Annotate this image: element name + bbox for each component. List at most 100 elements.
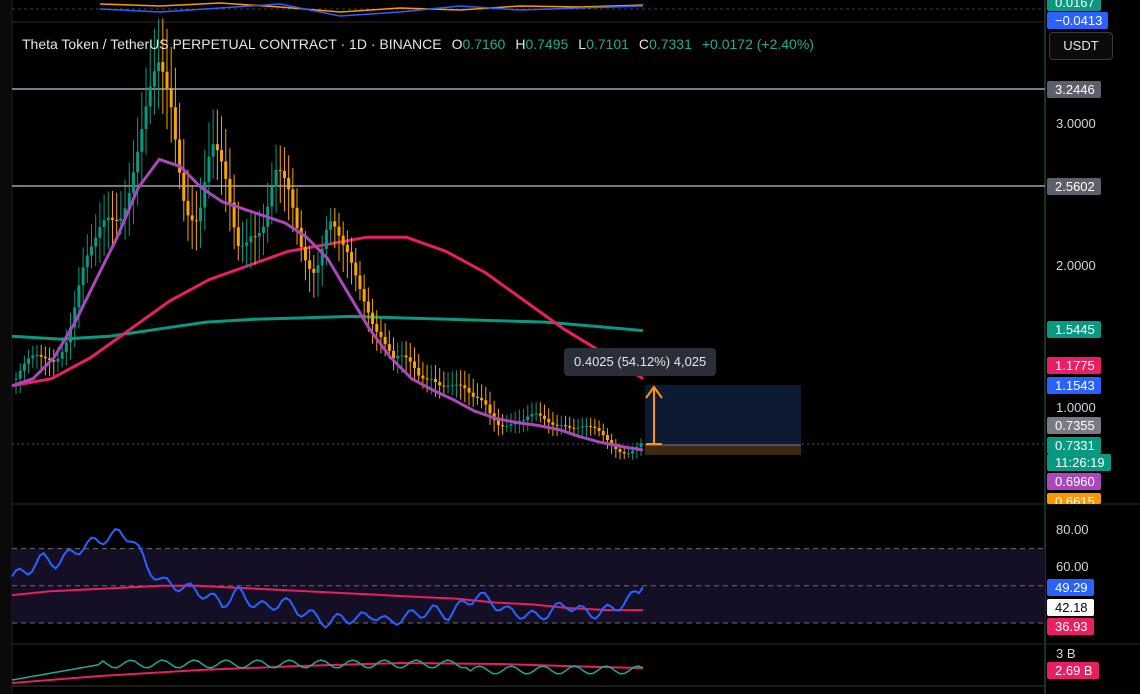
candle-body <box>530 414 534 417</box>
candle-body <box>22 363 26 371</box>
candle-body <box>446 386 450 388</box>
candle-body <box>182 172 186 201</box>
volume-tag: 2.69 B <box>1047 662 1099 679</box>
rsi-tick-60: 60.00 <box>1056 559 1089 574</box>
candle-body <box>601 430 605 436</box>
candle-body <box>98 226 102 238</box>
candle-body <box>501 425 505 427</box>
candle-body <box>522 420 526 422</box>
candle-body <box>610 440 614 445</box>
candle-body <box>115 219 119 221</box>
candle-body <box>203 181 207 208</box>
candle-body <box>568 426 572 428</box>
candle-body <box>559 425 563 427</box>
price-tag-resistance-high: 3.2446 <box>1047 81 1101 98</box>
candle-body <box>526 416 530 421</box>
candle-body <box>333 221 337 227</box>
candle-body <box>278 170 282 172</box>
candle-body <box>69 327 73 343</box>
candle-body <box>14 378 18 380</box>
candle-body <box>245 242 249 246</box>
candle-body <box>81 267 85 286</box>
measure-range-box <box>645 385 801 445</box>
volume-ma-line <box>11 661 644 684</box>
candle-body <box>274 170 278 187</box>
price-tag-last: 0.7331 <box>1047 437 1101 454</box>
open-value: 0.7160 <box>462 36 506 52</box>
candle-body <box>148 86 152 107</box>
rsi-tag-crosshair: 42.18 <box>1047 599 1094 616</box>
candle-body <box>186 200 190 216</box>
candle-body <box>131 172 135 193</box>
candle-body <box>433 378 437 383</box>
candle-body <box>425 378 429 380</box>
candle-body <box>475 396 479 398</box>
price-tag-measure-base: 0.7355 <box>1047 417 1101 434</box>
candle-body <box>106 217 110 221</box>
moving-average-teal <box>11 314 644 341</box>
candle-body <box>438 382 442 386</box>
candle-body <box>123 208 127 219</box>
candle-body <box>618 449 622 453</box>
candle-body <box>73 307 77 328</box>
candle-body <box>110 217 114 220</box>
candle-body <box>299 227 303 247</box>
candle-body <box>412 361 416 368</box>
candle-body <box>563 425 567 427</box>
close-value: 0.7331 <box>649 36 692 52</box>
candle-body <box>295 207 299 228</box>
candle-body <box>144 106 148 129</box>
candle-body <box>408 357 412 362</box>
candle-body <box>161 62 165 72</box>
candle-body <box>597 428 601 431</box>
price-change: +0.0172 (+2.40%) <box>701 36 814 52</box>
candle-body <box>190 215 194 221</box>
low-value: 0.7101 <box>586 36 629 52</box>
candle-body <box>39 354 43 357</box>
candle-body <box>459 384 463 386</box>
candle-body <box>417 367 421 376</box>
top-pane-macd-line <box>99 3 644 17</box>
candle-body <box>178 139 182 173</box>
candle-body <box>366 301 370 313</box>
candle-body <box>354 262 358 276</box>
candle-body <box>270 186 274 207</box>
moving-average-purple <box>11 157 644 452</box>
measure-tooltip: 0.4025 (54.12%) 4,025 <box>564 348 717 376</box>
candle-body <box>77 285 81 308</box>
candle-body <box>488 404 492 414</box>
candle-body <box>555 424 559 426</box>
price-tag-ma-teal: 1.5445 <box>1047 321 1101 338</box>
candle-body <box>94 237 98 247</box>
candle-body <box>90 246 94 256</box>
candle-body <box>303 246 307 261</box>
candle-body <box>261 226 265 233</box>
candle-body <box>165 71 169 89</box>
candle-body <box>392 350 396 359</box>
candle-body <box>471 392 475 397</box>
currency-button[interactable]: USDT <box>1049 32 1113 60</box>
candle-body <box>194 220 198 222</box>
candle-body <box>421 375 425 379</box>
candle-body <box>43 356 47 359</box>
candle-body <box>48 358 52 361</box>
candle-body <box>589 426 593 428</box>
candle-body <box>463 385 467 388</box>
measure-base-box <box>645 445 801 455</box>
rsi-tag-signal: 36.93 <box>1047 618 1094 635</box>
price-tag-ma-purple: 0.6960 <box>1047 473 1101 490</box>
low-label: L <box>578 36 587 52</box>
candle-body <box>207 156 211 182</box>
volume-tick-3b: 3 B <box>1056 646 1076 661</box>
candle-body <box>308 260 312 269</box>
top-pane-tag-upper: 0.0167 <box>1047 0 1101 11</box>
candle-body <box>282 170 286 179</box>
candle-body <box>547 418 551 423</box>
candle-body <box>329 221 333 230</box>
open-label: O <box>451 36 463 52</box>
candle-body <box>584 426 588 428</box>
candle-body <box>358 275 362 289</box>
candle-body <box>534 413 538 415</box>
